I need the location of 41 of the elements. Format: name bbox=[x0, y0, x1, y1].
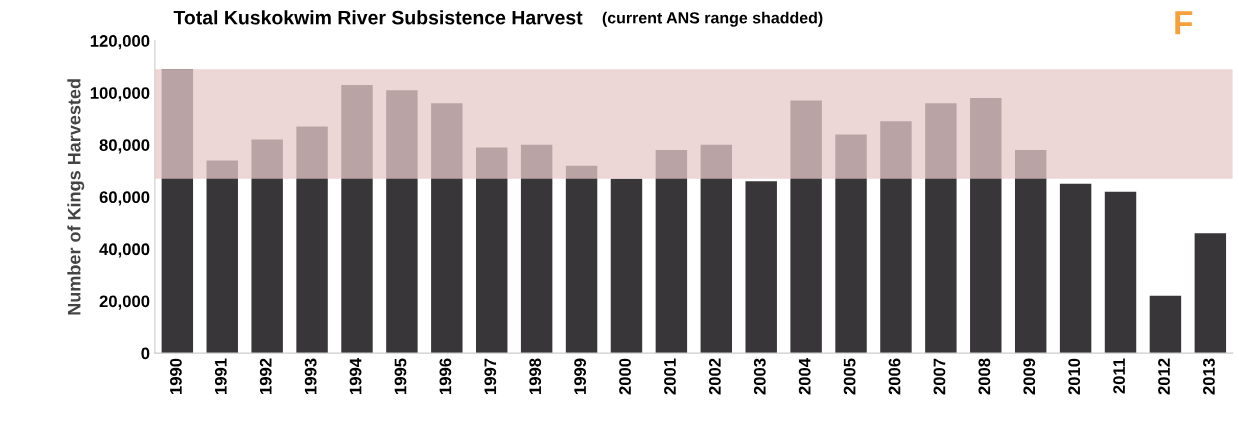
bar bbox=[1104, 191, 1137, 354]
x-tick-label: 1995 bbox=[394, 358, 407, 394]
x-tick-label: 2004 bbox=[798, 358, 811, 395]
y-tick-label: 40,000 bbox=[99, 243, 150, 258]
x-tick-label: 1993 bbox=[304, 358, 317, 394]
x-tick-label: 2002 bbox=[708, 358, 721, 395]
y-tick-label: 80,000 bbox=[99, 139, 150, 154]
chart-title: Total Kuskokwim River Subsistence Harvest bbox=[173, 10, 583, 25]
x-tick-label: 1994 bbox=[349, 358, 362, 394]
x-tick-label: 1996 bbox=[439, 358, 452, 394]
bar bbox=[1194, 233, 1227, 354]
x-tick-label: 1990 bbox=[170, 358, 182, 394]
y-axis-title: Number of Kings Harvested bbox=[67, 79, 85, 315]
bar bbox=[745, 181, 777, 354]
y-tick-label: 120,000 bbox=[90, 35, 150, 50]
y-tick-label: 0 bbox=[141, 347, 150, 360]
bar bbox=[1149, 295, 1182, 354]
x-tick-label: 2007 bbox=[933, 358, 946, 395]
bar bbox=[610, 178, 643, 354]
x-tick-label: 2010 bbox=[1068, 358, 1081, 395]
x-tick-label: 1999 bbox=[574, 358, 587, 394]
y-tick-label: 100,000 bbox=[90, 87, 150, 102]
x-tick-label: 2013 bbox=[1203, 358, 1215, 395]
chart-subtitle: (current ANS range shadded) bbox=[602, 11, 823, 27]
x-tick-label: 2003 bbox=[753, 358, 766, 395]
text: F bbox=[1175, 11, 1193, 35]
x-tick-label: 2008 bbox=[978, 358, 991, 395]
x-tick-label: 2011 bbox=[1113, 358, 1125, 394]
x-tick-label: 2001 bbox=[664, 358, 676, 395]
x-tick-label: 2006 bbox=[888, 358, 901, 395]
x-tick-label: 1997 bbox=[484, 358, 497, 394]
x-tick-label: 2012 bbox=[1158, 358, 1170, 395]
bar bbox=[1059, 183, 1092, 354]
x-tick-label: 2009 bbox=[1023, 358, 1036, 395]
x-tick-label: 1991 bbox=[214, 358, 227, 394]
x-tick-label: 1998 bbox=[529, 358, 542, 394]
y-tick-label: 60,000 bbox=[99, 191, 150, 206]
x-tick-label: 1992 bbox=[259, 358, 272, 394]
x-tick-label: 2000 bbox=[619, 358, 631, 395]
y-tick-label: 20,000 bbox=[99, 295, 150, 310]
x-tick-label: 2005 bbox=[843, 358, 856, 395]
